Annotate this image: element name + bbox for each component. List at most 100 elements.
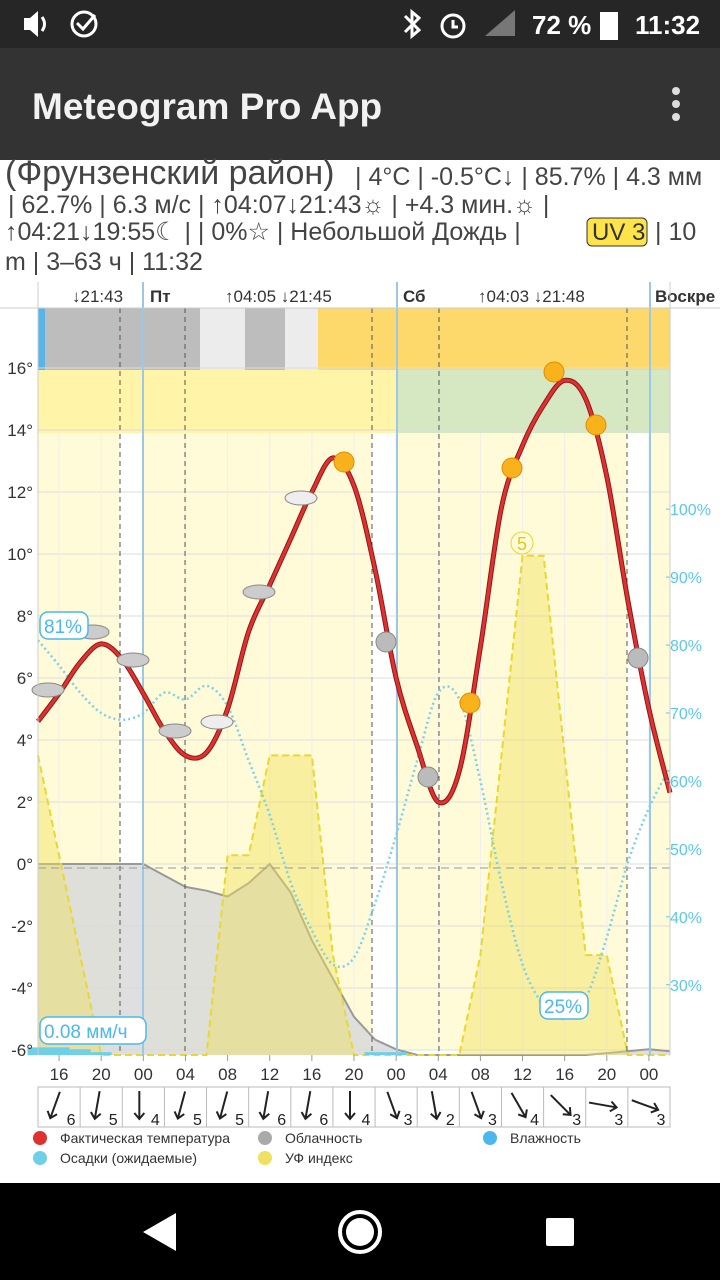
value-label: 81% (44, 617, 82, 638)
x-tick-label: 00 (134, 1065, 153, 1084)
x-tick-label: 08 (471, 1065, 490, 1084)
humidity-line (37, 639, 672, 1021)
wind-arrow (510, 1092, 528, 1119)
x-tick-label: 16 (555, 1065, 574, 1084)
y-tick-label: 16° (7, 359, 33, 378)
app-title: Meteogram Pro App (32, 86, 382, 127)
value-badge (539, 991, 589, 1020)
wind-speed: 3 (656, 1112, 665, 1129)
y-tick-label: 4° (17, 731, 33, 750)
wind-speed: 5 (109, 1112, 118, 1129)
x-tick-label: 12 (260, 1065, 279, 1084)
x-tick-label: 20 (597, 1065, 616, 1084)
legend-label: Осадки (ожидаемые) (60, 1150, 197, 1166)
wind-speed: 3 (404, 1112, 413, 1129)
wind-speed: 5 (193, 1112, 202, 1129)
day-header: Воскре (655, 287, 715, 306)
day-header: ↑04:05 ↓21:45 (225, 287, 332, 306)
wind-arrow (300, 1091, 313, 1121)
wind-arrow (90, 1091, 102, 1121)
wind-speed: 3 (488, 1112, 497, 1129)
wind-cell: 6 (248, 1087, 286, 1129)
legend-label: УФ индекс (285, 1150, 353, 1166)
y-tick-label: 14° (7, 421, 33, 440)
y2-tick-label: 60% (670, 774, 702, 791)
y2-tick-label: 70% (670, 706, 702, 723)
info-line: | 62.7% | 6.3 м/с | ↑04:07↓21:43☼ | +4.3… (8, 191, 549, 219)
y-tick-label: -6° (11, 1041, 33, 1060)
temperature-line (36, 378, 672, 805)
precip-bar (69, 1049, 91, 1055)
place: (Фрунзенский район) (5, 154, 335, 192)
y-tick-label: 8° (17, 607, 33, 626)
value-badge (39, 611, 89, 640)
overflow-menu[interactable] (672, 87, 680, 121)
wind-speed: 3 (572, 1112, 581, 1129)
wind-arrow (344, 1091, 356, 1121)
day-header: ↑04:03 ↓21:48 (478, 287, 585, 306)
recents-button[interactable] (546, 1218, 574, 1246)
y2-tick-label: 80% (670, 638, 702, 655)
y-tick-label: 6° (17, 669, 33, 688)
clock: 11:32 (635, 10, 700, 40)
home-button-core (346, 1218, 374, 1246)
weather-icons (31, 361, 649, 788)
wind-speed: 4 (151, 1112, 160, 1129)
wind-cell: 5 (79, 1087, 118, 1129)
wind-speed: 3 (614, 1112, 623, 1129)
y-tick-label: -2° (11, 917, 33, 936)
uv-badge (586, 217, 648, 247)
wind-cell: 6 (290, 1087, 328, 1129)
day-lines (142, 282, 651, 1055)
value-label: 0.08 мм/ч (44, 1022, 128, 1043)
info-line: ↑04:21↓19:55☾ | | 0%☆ | Небольшой Дождь … (5, 218, 521, 246)
wind-cell: 3 (374, 1087, 413, 1129)
home-button[interactable] (338, 1210, 382, 1254)
x-tick-label: 00 (387, 1065, 406, 1084)
y2-tick-label: 90% (670, 570, 702, 587)
legend-swatch (33, 1151, 47, 1165)
back-button[interactable] (143, 1213, 176, 1251)
wind-speed: 6 (67, 1112, 76, 1129)
x-tick-label: 16 (50, 1065, 69, 1084)
wind-cell: 6 (37, 1087, 76, 1129)
wind-cell: 2 (416, 1087, 455, 1129)
legend-label: Фактическая температура (60, 1130, 230, 1146)
wind-arrow (133, 1091, 146, 1121)
legend-swatch (483, 1131, 497, 1145)
x-tick-label: 12 (513, 1065, 532, 1084)
period-lines (119, 308, 628, 1055)
x-tick-label: 20 (92, 1065, 111, 1084)
uv-max-badge (510, 531, 534, 555)
value-label: 25% (544, 997, 582, 1018)
day-header: Пт (150, 287, 171, 306)
y-tick-label: 0° (17, 855, 33, 874)
uv-max-label: 5 (517, 534, 527, 554)
x-tick-label: 08 (218, 1065, 237, 1084)
value-badge (39, 1016, 147, 1045)
wind-cell: 3 (627, 1087, 665, 1129)
sky-band (38, 308, 670, 433)
precip-bar (90, 1052, 112, 1055)
wind-speed: 4 (362, 1112, 371, 1129)
night-strip (627, 433, 650, 1050)
wind-cell: 4 (121, 1087, 160, 1129)
wind-cell: 3 (543, 1087, 581, 1129)
battery-text: 72 % (532, 10, 591, 40)
wind-arrow (46, 1091, 61, 1120)
wind-arrow (430, 1091, 442, 1121)
uv-area-fill (38, 555, 670, 1055)
y-tick-label: 2° (17, 793, 33, 812)
y2-tick-label: 100% (670, 502, 711, 519)
x-tick-label: 16 (302, 1065, 321, 1084)
y2-tick-label: 50% (670, 842, 702, 859)
info-line: m | 3–63 ч | 11:32 (5, 248, 203, 276)
y-tick-label: 10° (7, 545, 33, 564)
precip-bar (364, 1052, 386, 1055)
x-tick-label: 04 (176, 1065, 195, 1084)
app-bar (0, 48, 720, 160)
wind-cell: 3 (585, 1087, 623, 1129)
y2-tick-label: 40% (670, 910, 702, 927)
wind-arrow (215, 1091, 229, 1121)
